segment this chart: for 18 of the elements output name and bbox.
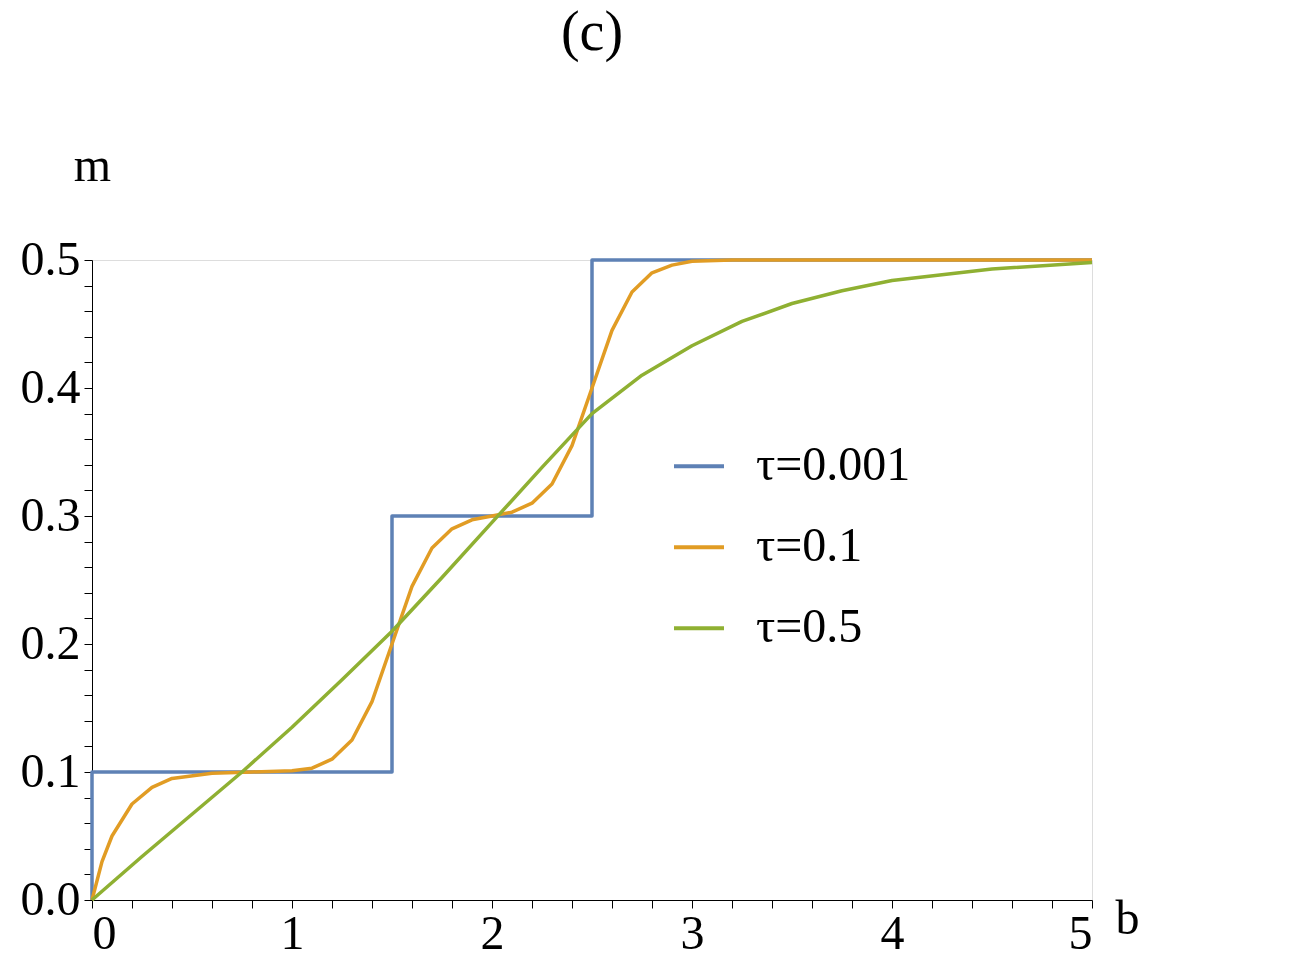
x-axis-title: b xyxy=(1115,890,1140,944)
x-tick-label: 2 xyxy=(480,905,505,957)
legend-label: τ=0.5 xyxy=(756,599,863,653)
x-tick-label: 4 xyxy=(880,905,905,957)
y-axis-title: m xyxy=(73,137,112,191)
x-tick-label: 5 xyxy=(1068,905,1093,957)
x-tick-label: 1 xyxy=(280,905,305,957)
legend-label: τ=0.1 xyxy=(756,518,863,572)
y-tick-label: 0.4 xyxy=(20,359,81,413)
y-tick-label: 0.1 xyxy=(20,743,81,797)
legend-label: τ=0.001 xyxy=(756,437,911,491)
x-tick-label: 0 xyxy=(92,905,117,957)
x-tick-label: 3 xyxy=(680,905,705,957)
y-tick-label: 0.5 xyxy=(20,231,81,285)
y-tick-label: 0.0 xyxy=(20,871,81,925)
y-tick-label: 0.3 xyxy=(20,487,81,541)
chart-title: (c) xyxy=(560,0,624,63)
y-tick-label: 0.2 xyxy=(20,615,81,669)
